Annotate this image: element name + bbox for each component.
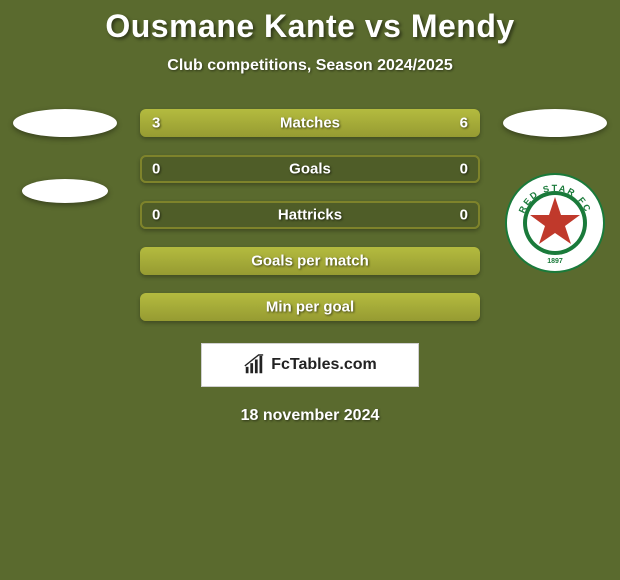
stat-label: Hattricks xyxy=(278,207,342,224)
footer-brand-box[interactable]: FcTables.com xyxy=(201,343,419,387)
stat-value-left: 0 xyxy=(152,161,160,178)
bar-chart-icon xyxy=(243,354,265,376)
stat-value-right: 0 xyxy=(460,161,468,178)
stat-label: Goals xyxy=(289,161,331,178)
page-subtitle: Club competitions, Season 2024/2025 xyxy=(0,57,620,75)
stat-value-right: 6 xyxy=(460,115,468,132)
player-left-column xyxy=(10,109,120,203)
badge-year: 1897 xyxy=(547,258,563,265)
stat-bar-hattricks: 0 Hattricks 0 xyxy=(140,201,480,229)
stat-label: Matches xyxy=(280,115,340,132)
footer-brand-text: FcTables.com xyxy=(271,356,377,374)
red-star-fc-badge-icon: RED STAR FC 1897 xyxy=(505,173,605,273)
player-left-placeholder-icon xyxy=(13,109,117,137)
page-title: Ousmane Kante vs Mendy xyxy=(0,8,620,45)
stats-column: 3 Matches 6 0 Goals 0 0 Hattricks 0 Goal… xyxy=(140,109,480,321)
stat-bar-min-per-goal: Min per goal xyxy=(140,293,480,321)
stat-bar-goals-per-match: Goals per match xyxy=(140,247,480,275)
player-right-placeholder-icon xyxy=(503,109,607,137)
stat-value-left: 3 xyxy=(152,115,160,132)
header: Ousmane Kante vs Mendy Club competitions… xyxy=(0,0,620,75)
comparison-content: 3 Matches 6 0 Goals 0 0 Hattricks 0 Goal… xyxy=(0,109,620,321)
stat-value-right: 0 xyxy=(460,207,468,224)
date-text: 18 november 2024 xyxy=(0,407,620,425)
club-left-placeholder-icon xyxy=(22,179,108,203)
stat-label: Min per goal xyxy=(266,299,354,316)
club-right-badge: RED STAR FC 1897 xyxy=(505,173,605,273)
stat-label: Goals per match xyxy=(251,253,369,270)
stat-value-left: 0 xyxy=(152,207,160,224)
player-right-column: RED STAR FC 1897 xyxy=(500,109,610,273)
stat-bar-matches: 3 Matches 6 xyxy=(140,109,480,137)
stat-bar-goals: 0 Goals 0 xyxy=(140,155,480,183)
